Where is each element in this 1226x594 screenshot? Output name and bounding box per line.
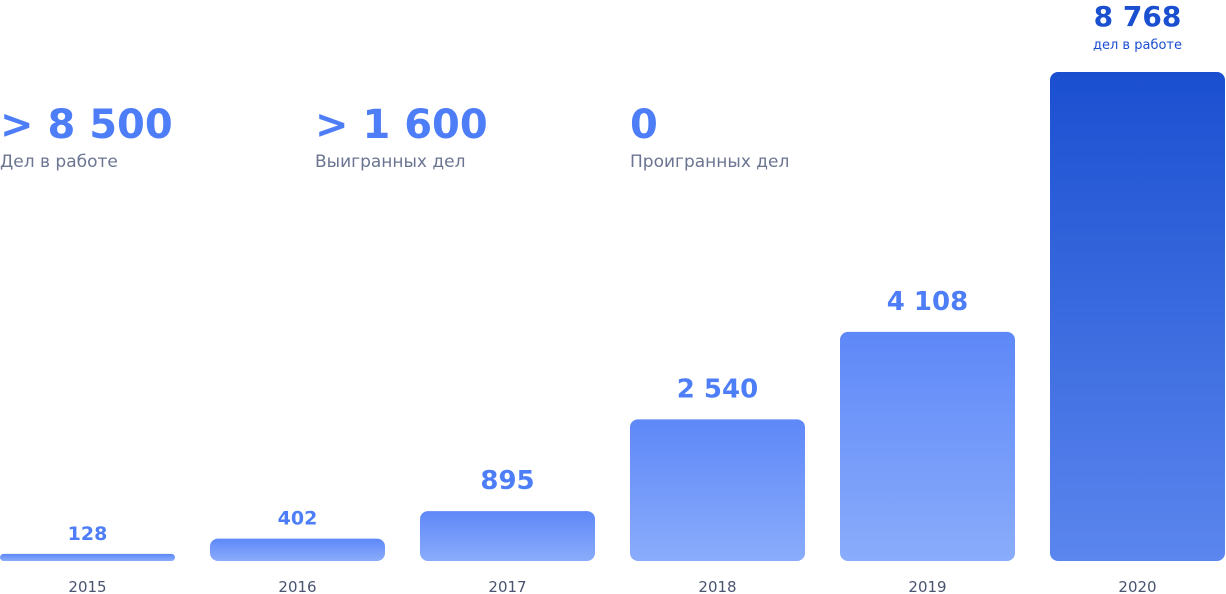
stat-value: 0 xyxy=(630,102,658,148)
bar-2018 xyxy=(630,419,805,561)
data-label: 2 540 xyxy=(677,374,758,404)
data-label-highlight: 8 768 xyxy=(1094,0,1182,33)
bar-2017 xyxy=(420,511,595,561)
bar-2020 xyxy=(1050,72,1225,561)
data-label: 128 xyxy=(68,523,108,545)
bar-2015 xyxy=(0,553,175,561)
data-sublabel-highlight: дел в работе xyxy=(1093,38,1182,53)
stat-label: Проигранных дел xyxy=(630,152,790,172)
stat-cases-in-progress: > 8 500 Дел в работе xyxy=(0,100,173,172)
stat-value: > 1 600 xyxy=(315,102,488,148)
x-tick-label: 2015 xyxy=(68,578,106,594)
x-tick-label: 2017 xyxy=(488,578,526,594)
x-tick-label: 2018 xyxy=(698,578,736,594)
data-label: 4 108 xyxy=(887,287,968,317)
bar-2019 xyxy=(840,331,1015,561)
stat-value: > 8 500 xyxy=(0,102,173,148)
stat-cases-lost: 0 Проигранных дел xyxy=(630,100,789,172)
stat-label: Дел в работе xyxy=(0,152,118,172)
x-tick-label: 2016 xyxy=(278,578,316,594)
data-label: 402 xyxy=(278,508,318,530)
x-tick-label: 2019 xyxy=(908,578,946,594)
bar-2016 xyxy=(210,538,385,561)
stat-cases-won: > 1 600 Выигранных дел xyxy=(315,100,488,172)
x-tick-label: 2020 xyxy=(1118,578,1156,594)
data-label: 895 xyxy=(480,466,534,496)
stat-label: Выигранных дел xyxy=(315,152,466,172)
